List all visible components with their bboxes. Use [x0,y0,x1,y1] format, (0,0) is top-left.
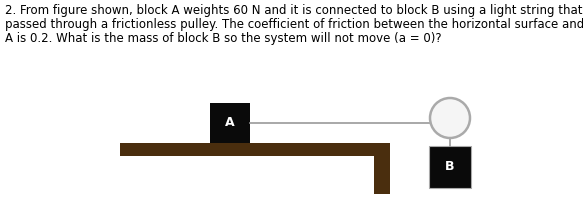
Bar [210,103,250,143]
Circle shape [430,98,470,138]
Text: B: B [445,161,455,174]
Bar [374,143,390,194]
Text: 2. From figure shown, block A weights 60 N and it is connected to block B using : 2. From figure shown, block A weights 60… [5,4,583,17]
Text: A is 0.2. What is the mass of block B so the system will not move (a = 0)?: A is 0.2. What is the mass of block B so… [5,32,442,45]
Text: passed through a frictionless pulley. The coefficient of friction between the ho: passed through a frictionless pulley. Th… [5,18,583,31]
Text: A: A [225,116,235,130]
Bar [120,143,390,156]
Bar [429,146,471,188]
